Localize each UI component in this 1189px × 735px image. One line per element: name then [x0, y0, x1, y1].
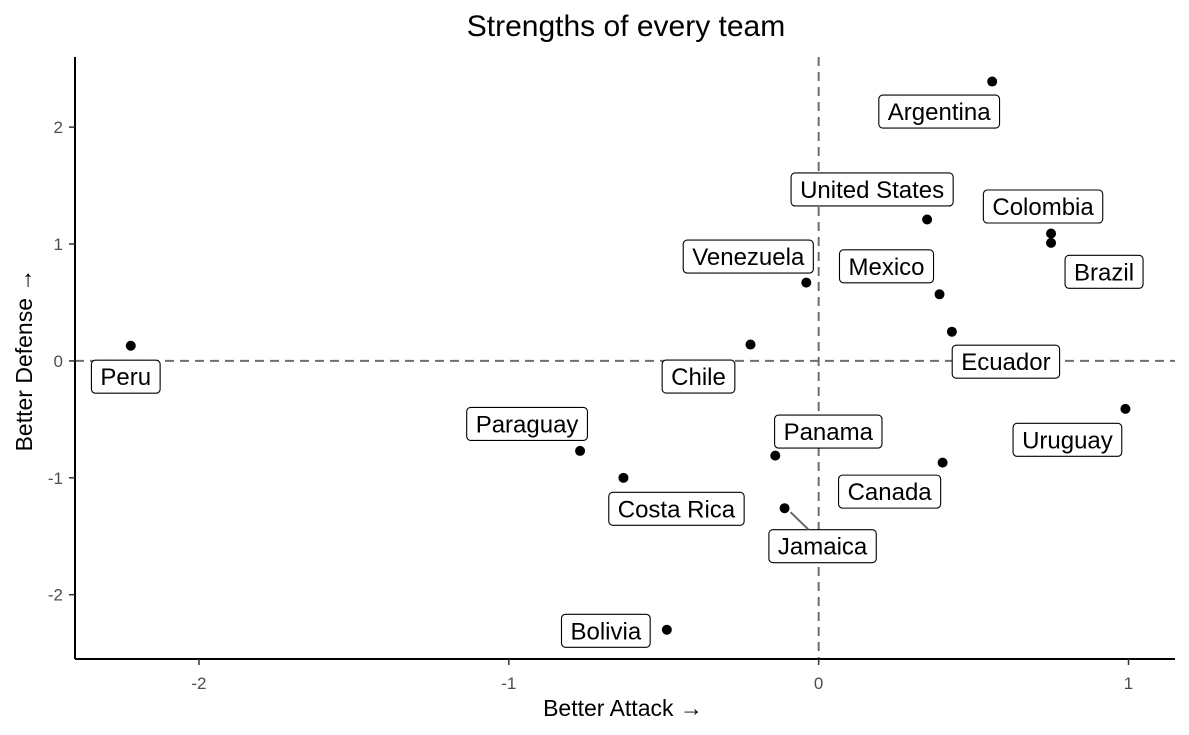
label-box — [838, 474, 942, 509]
point-label: Mexico — [838, 249, 935, 284]
point-label: Panama — [774, 414, 883, 449]
label-box — [608, 491, 745, 526]
label-text: Chile — [671, 364, 726, 391]
point-label: United States — [790, 172, 954, 207]
data-point — [661, 624, 672, 635]
point-label: Venezuela — [682, 239, 814, 274]
data-point — [937, 457, 948, 468]
data-point — [801, 277, 812, 288]
data-point — [1120, 403, 1131, 414]
label-text: Jamaica — [778, 534, 868, 561]
x-tick-label: 1 — [1124, 674, 1133, 693]
x-tick-label: -2 — [191, 674, 206, 693]
data-point — [575, 445, 586, 456]
label-text: Mexico — [848, 254, 924, 281]
label-box — [90, 359, 161, 394]
label-box — [768, 529, 877, 564]
label-text: Argentina — [888, 99, 991, 126]
point-label: Peru — [90, 359, 161, 394]
y-axis-title: Better Defense → — [11, 269, 37, 452]
label-box — [560, 613, 651, 648]
data-point — [922, 214, 933, 225]
x-tick-label: -1 — [501, 674, 516, 693]
label-leader-line — [789, 511, 810, 531]
label-box — [661, 359, 736, 394]
point-label: Ecuador — [951, 344, 1061, 379]
chart-title: Strengths of every team — [467, 10, 786, 43]
point-label: Bolivia — [560, 613, 651, 648]
label-box — [1064, 254, 1144, 289]
point-label: Chile — [661, 359, 736, 394]
data-point — [987, 76, 998, 87]
data-point — [770, 450, 781, 461]
label-text: Peru — [100, 364, 151, 391]
data-point — [946, 326, 957, 337]
label-text: Panama — [784, 419, 874, 446]
label-box — [774, 414, 883, 449]
label-text: Uruguay — [1022, 427, 1113, 454]
x-tick-label: 0 — [814, 674, 823, 693]
data-point — [1046, 237, 1057, 248]
data-point — [618, 472, 629, 483]
y-tick-label: -2 — [48, 586, 63, 605]
point-label: Argentina — [878, 94, 1001, 129]
label-text: Paraguay — [476, 411, 579, 438]
y-tick-label: 1 — [54, 235, 63, 254]
data-point — [125, 340, 136, 351]
point-label: Paraguay — [466, 406, 588, 441]
label-box — [838, 249, 935, 284]
label-text: United States — [800, 177, 944, 204]
label-text: Costa Rica — [618, 496, 736, 523]
label-box — [682, 239, 814, 274]
label-box — [982, 189, 1104, 224]
label-box — [1012, 422, 1123, 457]
x-axis-title: Better Attack → — [543, 695, 703, 721]
point-label: Brazil — [1064, 254, 1144, 289]
label-text: Venezuela — [692, 244, 805, 271]
label-text: Canada — [848, 479, 933, 506]
label-box — [878, 94, 1001, 129]
y-tick-label: 0 — [54, 352, 63, 371]
point-label: Uruguay — [1012, 422, 1123, 457]
label-box — [466, 406, 588, 441]
label-box — [951, 344, 1061, 379]
y-tick-label: -1 — [48, 469, 63, 488]
data-point — [745, 339, 756, 350]
point-label: Colombia — [982, 189, 1104, 224]
point-label: Canada — [838, 474, 942, 509]
label-text: Brazil — [1074, 259, 1134, 286]
label-box — [790, 172, 954, 207]
point-label: Costa Rica — [608, 491, 745, 526]
data-point — [934, 289, 945, 300]
point-label: Jamaica — [768, 529, 877, 564]
label-text: Colombia — [992, 194, 1094, 221]
data-point — [779, 503, 790, 514]
data-point — [1046, 228, 1057, 239]
label-text: Bolivia — [570, 618, 641, 645]
y-tick-label: 2 — [54, 118, 63, 137]
label-text: Ecuador — [961, 349, 1050, 376]
